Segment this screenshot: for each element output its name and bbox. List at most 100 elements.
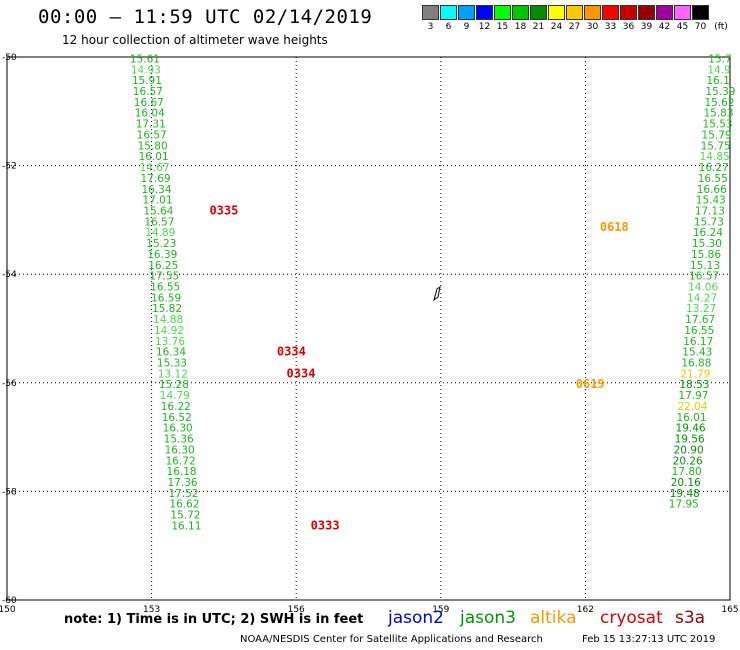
- legend-swatch: [602, 5, 619, 20]
- wave-height-point: 16.57: [689, 271, 719, 283]
- wave-height-point: 13.27: [686, 303, 716, 315]
- lat-tick-label: -52: [2, 162, 17, 172]
- legend-label: 6: [445, 22, 452, 32]
- legend-swatch: [566, 5, 583, 20]
- wave-height-point: 15.53: [703, 119, 733, 131]
- satellite-altika-label: altika: [530, 608, 577, 628]
- wave-height-point: 14.92: [154, 325, 184, 337]
- wave-height-point: 15.7: [708, 53, 731, 65]
- wave-height-point: 16.34: [141, 184, 171, 196]
- wave-height-point: 16.59: [151, 292, 181, 304]
- credit-line: NOAA/NESDIS Center for Satellite Applica…: [240, 634, 543, 645]
- wave-height-point: 14.27: [687, 292, 717, 304]
- wave-height-point: 17.67: [685, 314, 715, 326]
- wave-height-point: 16.17: [683, 336, 713, 348]
- wave-height-point: 15.75: [701, 140, 731, 152]
- wave-height-point: 13.76: [155, 336, 185, 348]
- wave-height-point: 18.53: [679, 379, 709, 391]
- legend-label: 70: [694, 22, 707, 32]
- wave-height-point: 14.79: [160, 390, 190, 402]
- map-frame: [6, 56, 731, 601]
- wave-height-point: 16.1: [706, 75, 729, 87]
- legend-label: 3: [427, 22, 434, 32]
- wave-height-point: 15.61: [130, 53, 160, 65]
- satellite-jason3-label: jason3: [460, 608, 516, 628]
- wave-height-point: 15.83: [703, 108, 733, 120]
- wave-height-point: 16.18: [167, 466, 197, 478]
- wave-height-point: 15.43: [696, 195, 726, 207]
- generation-timestamp: Feb 15 13:27:13 UTC 2019: [582, 634, 716, 645]
- lat-tick-label: -54: [2, 270, 17, 280]
- wave-height-point: 15.43: [682, 347, 712, 359]
- legend-label: 42: [658, 22, 671, 32]
- pass-time-label: 0334: [287, 366, 316, 380]
- wave-height-point: 16.30: [165, 444, 195, 456]
- wave-height-point: 17.52: [168, 488, 198, 500]
- wave-height-point: 19.56: [675, 434, 705, 446]
- footer-note: note: 1) Time is in UTC; 2) SWH is in fe…: [64, 612, 364, 627]
- wave-height-point: 15.23: [146, 238, 176, 250]
- wave-height-point: 16.01: [676, 412, 706, 424]
- wave-height-point: 15.80: [138, 140, 168, 152]
- legend-swatch: [638, 5, 655, 20]
- wave-height-point: 20.16: [671, 477, 701, 489]
- wave-height-point: 16.11: [171, 520, 201, 532]
- wave-height-point: 15.36: [164, 434, 194, 446]
- page-title: 00:00 – 11:59 UTC 02/14/2019: [38, 6, 373, 28]
- legend-unit: (ft): [714, 22, 728, 32]
- wave-height-point: 15.64: [143, 205, 173, 217]
- wave-height-point: 17.13: [695, 205, 725, 217]
- wave-height-point: 16.55: [150, 281, 180, 293]
- pass-time-label: 0335: [209, 203, 238, 217]
- satellite-s3a-label: s3a: [675, 608, 706, 628]
- wave-height-point: 16.55: [684, 325, 714, 337]
- lon-tick-label: 162: [577, 605, 594, 615]
- wave-height-point: 15.86: [691, 249, 721, 261]
- wave-height-point: 14.88: [153, 314, 183, 326]
- wave-height-point: 15.28: [159, 379, 189, 391]
- wave-height-point: 15.91: [132, 75, 162, 87]
- legend-label: 27: [568, 22, 581, 32]
- wave-height-point: 14.85: [700, 151, 730, 163]
- pass-time-label: 0333: [311, 518, 340, 532]
- satellite-cryosat-label: cryosat: [600, 608, 663, 628]
- legend-swatch: [584, 5, 601, 20]
- wave-height-point: 14.9: [707, 64, 730, 76]
- wave-height-point: 14.06: [688, 281, 718, 293]
- satellite-jason2-label: jason2: [388, 608, 444, 628]
- wave-height-point: 17.69: [141, 173, 171, 185]
- legend-swatch: [656, 5, 673, 20]
- legend-swatch: [512, 5, 529, 20]
- wave-height-point: 15.33: [157, 358, 187, 370]
- wave-height-point: 17.97: [678, 390, 708, 402]
- lon-tick-label: 153: [143, 605, 160, 615]
- wave-height-point: 21.79: [680, 368, 710, 380]
- legend-label: 24: [550, 22, 563, 32]
- legend-label: 18: [514, 22, 527, 32]
- wave-height-point: 17.95: [669, 499, 699, 511]
- wave-height-point: 16.27: [699, 162, 729, 174]
- wave-height-point: 15.73: [694, 216, 724, 228]
- wave-height-point: 14.89: [145, 227, 175, 239]
- wave-height-point: 16.88: [681, 358, 711, 370]
- wave-height-point: 16.52: [162, 412, 192, 424]
- legend-swatch: [692, 5, 709, 20]
- wave-height-point: 16.57: [137, 129, 167, 141]
- pass-time-label: 0619: [576, 377, 605, 391]
- lat-tick-label: -50: [2, 53, 17, 63]
- wave-height-point: 16.04: [135, 108, 165, 120]
- legend-label: 21: [532, 22, 545, 32]
- lon-tick-label: 159: [432, 605, 449, 615]
- wave-height-point: 16.55: [698, 173, 728, 185]
- wave-height-point: 16.66: [697, 184, 727, 196]
- page-subtitle: 12 hour collection of altimeter wave hei…: [62, 33, 328, 47]
- wave-height-point: 16.25: [148, 260, 178, 272]
- island-outline: [433, 285, 441, 302]
- lat-tick-label: -60: [2, 596, 17, 606]
- lat-tick-label: -58: [2, 487, 17, 497]
- wave-height-point: 17.80: [672, 466, 702, 478]
- legend-label: 15: [496, 22, 509, 32]
- legend-swatch: [674, 5, 691, 20]
- wave-height-point: 20.90: [674, 444, 704, 456]
- color-legend: 3 6 9 12 15 18 21 24 27 30 33 36 39 42 45 70 (ft): [422, 5, 730, 35]
